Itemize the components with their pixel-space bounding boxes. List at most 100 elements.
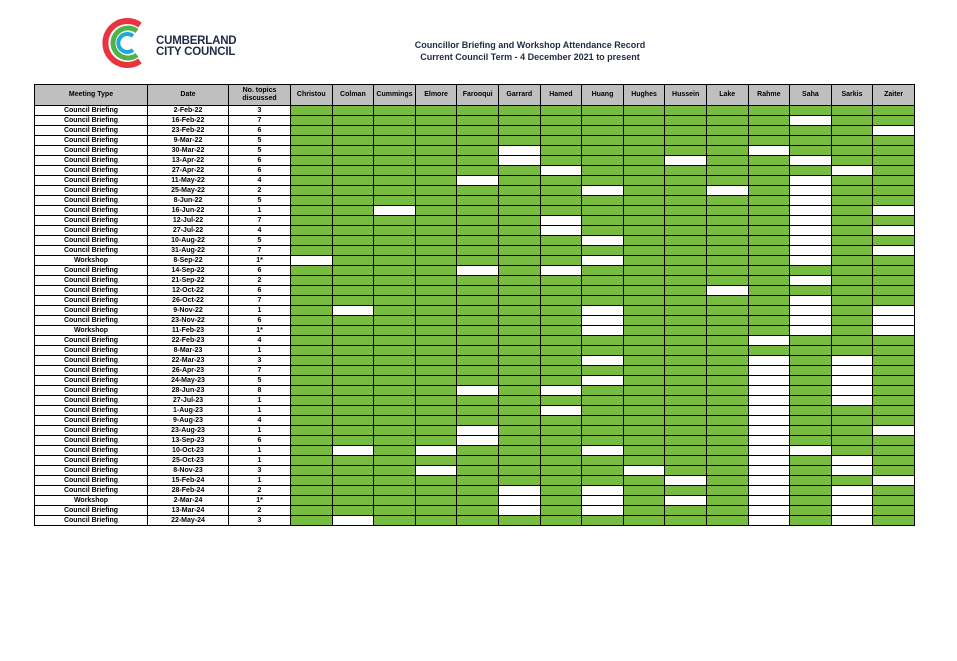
col-header-councillor-zaiter: Zaiter [872,84,915,106]
attendance-cell-hughes [622,385,666,396]
attendance-cell-farooqui [456,435,499,446]
attendance-cell-hussein [664,365,707,376]
topics-cell: 6 [228,125,291,136]
topics-cell: 1 [228,345,291,356]
attendance-cell-sarkis [830,425,874,436]
attendance-cell-hamed [539,125,583,136]
topics-cell: 1* [228,255,291,266]
topics-cell: 7 [228,245,291,256]
meeting-type-cell: Council Briefing [34,315,148,326]
table-row: Council Briefing 15-Feb-24 1 [34,475,915,486]
attendance-cell-farooqui [456,285,499,296]
attendance-cell-saha [789,115,832,126]
attendance-cell-farooqui [456,155,499,166]
attendance-cell-sarkis [830,405,874,416]
attendance-cell-hughes [622,425,666,436]
topics-cell: 6 [228,165,291,176]
attendance-cell-huang [581,135,624,146]
attendance-cell-hughes [622,365,666,376]
attendance-cell-hamed [539,435,583,446]
meeting-type-cell: Council Briefing [34,485,148,496]
col-header-meeting-type: Meeting Type [34,84,148,106]
date-cell: 27-Apr-22 [147,165,229,176]
attendance-cell-christou [290,285,333,296]
attendance-cell-rahme [747,285,791,296]
attendance-cell-hussein [664,505,707,516]
attendance-cell-huang [581,485,624,496]
attendance-cell-cummings [373,495,416,506]
attendance-cell-hughes [622,515,666,526]
attendance-cell-cummings [373,135,416,146]
attendance-cell-zaiter [872,365,915,376]
meeting-type-cell: Council Briefing [34,265,148,276]
attendance-cell-hussein [664,305,707,316]
attendance-cell-garrard [497,405,541,416]
date-cell: 13-Apr-22 [147,155,229,166]
meeting-type-cell: Council Briefing [34,175,148,186]
attendance-cell-christou [290,495,333,506]
meeting-type-cell: Council Briefing [34,405,148,416]
attendance-cell-cummings [373,195,416,206]
topics-cell: 1 [228,395,291,406]
date-cell: 9-Mar-22 [147,135,229,146]
col-header-councillor-sarkis: Sarkis [830,84,874,106]
topics-cell: 6 [228,315,291,326]
attendance-cell-sarkis [830,185,874,196]
attendance-cell-cummings [373,125,416,136]
attendance-cell-garrard [497,135,541,146]
attendance-cell-garrard [497,415,541,426]
col-header-councillor-colman: Colman [331,84,375,106]
date-cell: 2-Mar-24 [147,495,229,506]
attendance-cell-hussein [664,315,707,326]
attendance-cell-rahme [747,475,791,486]
attendance-cell-saha [789,155,832,166]
attendance-cell-zaiter [872,255,915,266]
attendance-cell-farooqui [456,475,499,486]
topics-cell: 4 [228,225,291,236]
table-row: Council Briefing 1-Aug-23 1 [34,405,915,416]
attendance-cell-zaiter [872,355,915,366]
attendance-cell-garrard [497,145,541,156]
attendance-cell-huang [581,515,624,526]
attendance-cell-hughes [622,405,666,416]
date-cell: 22-Mar-23 [147,355,229,366]
attendance-cell-saha [789,305,832,316]
attendance-cell-hughes [622,255,666,266]
attendance-cell-saha [789,435,832,446]
attendance-cell-hussein [664,425,707,436]
date-cell: 31-Aug-22 [147,245,229,256]
col-header-councillor-saha: Saha [789,84,832,106]
topics-cell: 3 [228,355,291,366]
attendance-cell-christou [290,145,333,156]
attendance-cell-garrard [497,475,541,486]
attendance-cell-huang [581,395,624,406]
attendance-cell-zaiter [872,175,915,186]
attendance-cell-sarkis [830,155,874,166]
attendance-cell-christou [290,245,333,256]
topics-cell: 5 [228,135,291,146]
attendance-cell-hughes [622,185,666,196]
attendance-cell-zaiter [872,345,915,356]
attendance-cell-hussein [664,455,707,466]
attendance-cell-colman [331,215,375,226]
attendance-cell-lake [705,325,749,336]
attendance-cell-cummings [373,155,416,166]
attendance-cell-hughes [622,205,666,216]
attendance-cell-garrard [497,155,541,166]
attendance-cell-rahme [747,295,791,306]
attendance-cell-cummings [373,505,416,516]
attendance-cell-sarkis [830,495,874,506]
topics-cell: 7 [228,215,291,226]
attendance-cell-huang [581,195,624,206]
meeting-type-cell: Council Briefing [34,185,148,196]
attendance-cell-colman [331,385,375,396]
attendance-cell-zaiter [872,295,915,306]
attendance-cell-hussein [664,395,707,406]
attendance-cell-zaiter [872,155,915,166]
attendance-cell-hamed [539,155,583,166]
attendance-cell-colman [331,505,375,516]
attendance-cell-sarkis [830,385,874,396]
attendance-cell-sarkis [830,295,874,306]
attendance-cell-cummings [373,355,416,366]
attendance-cell-zaiter [872,505,915,516]
